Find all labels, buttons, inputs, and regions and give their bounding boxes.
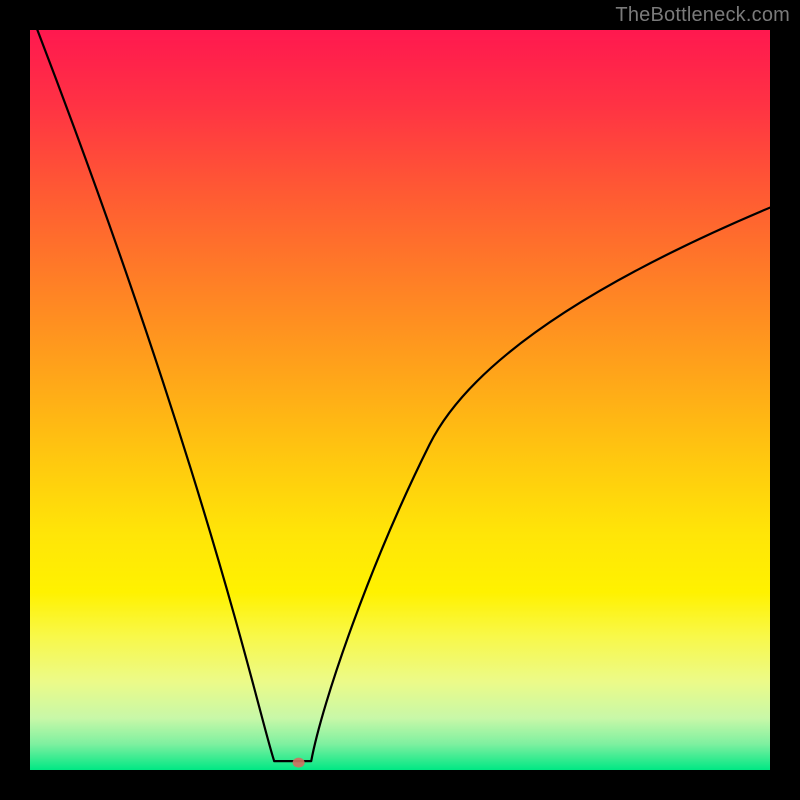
optimum-marker (293, 758, 305, 768)
gradient-background (30, 30, 770, 770)
watermark-text: TheBottleneck.com (615, 4, 790, 27)
bottleneck-chart (0, 0, 800, 800)
